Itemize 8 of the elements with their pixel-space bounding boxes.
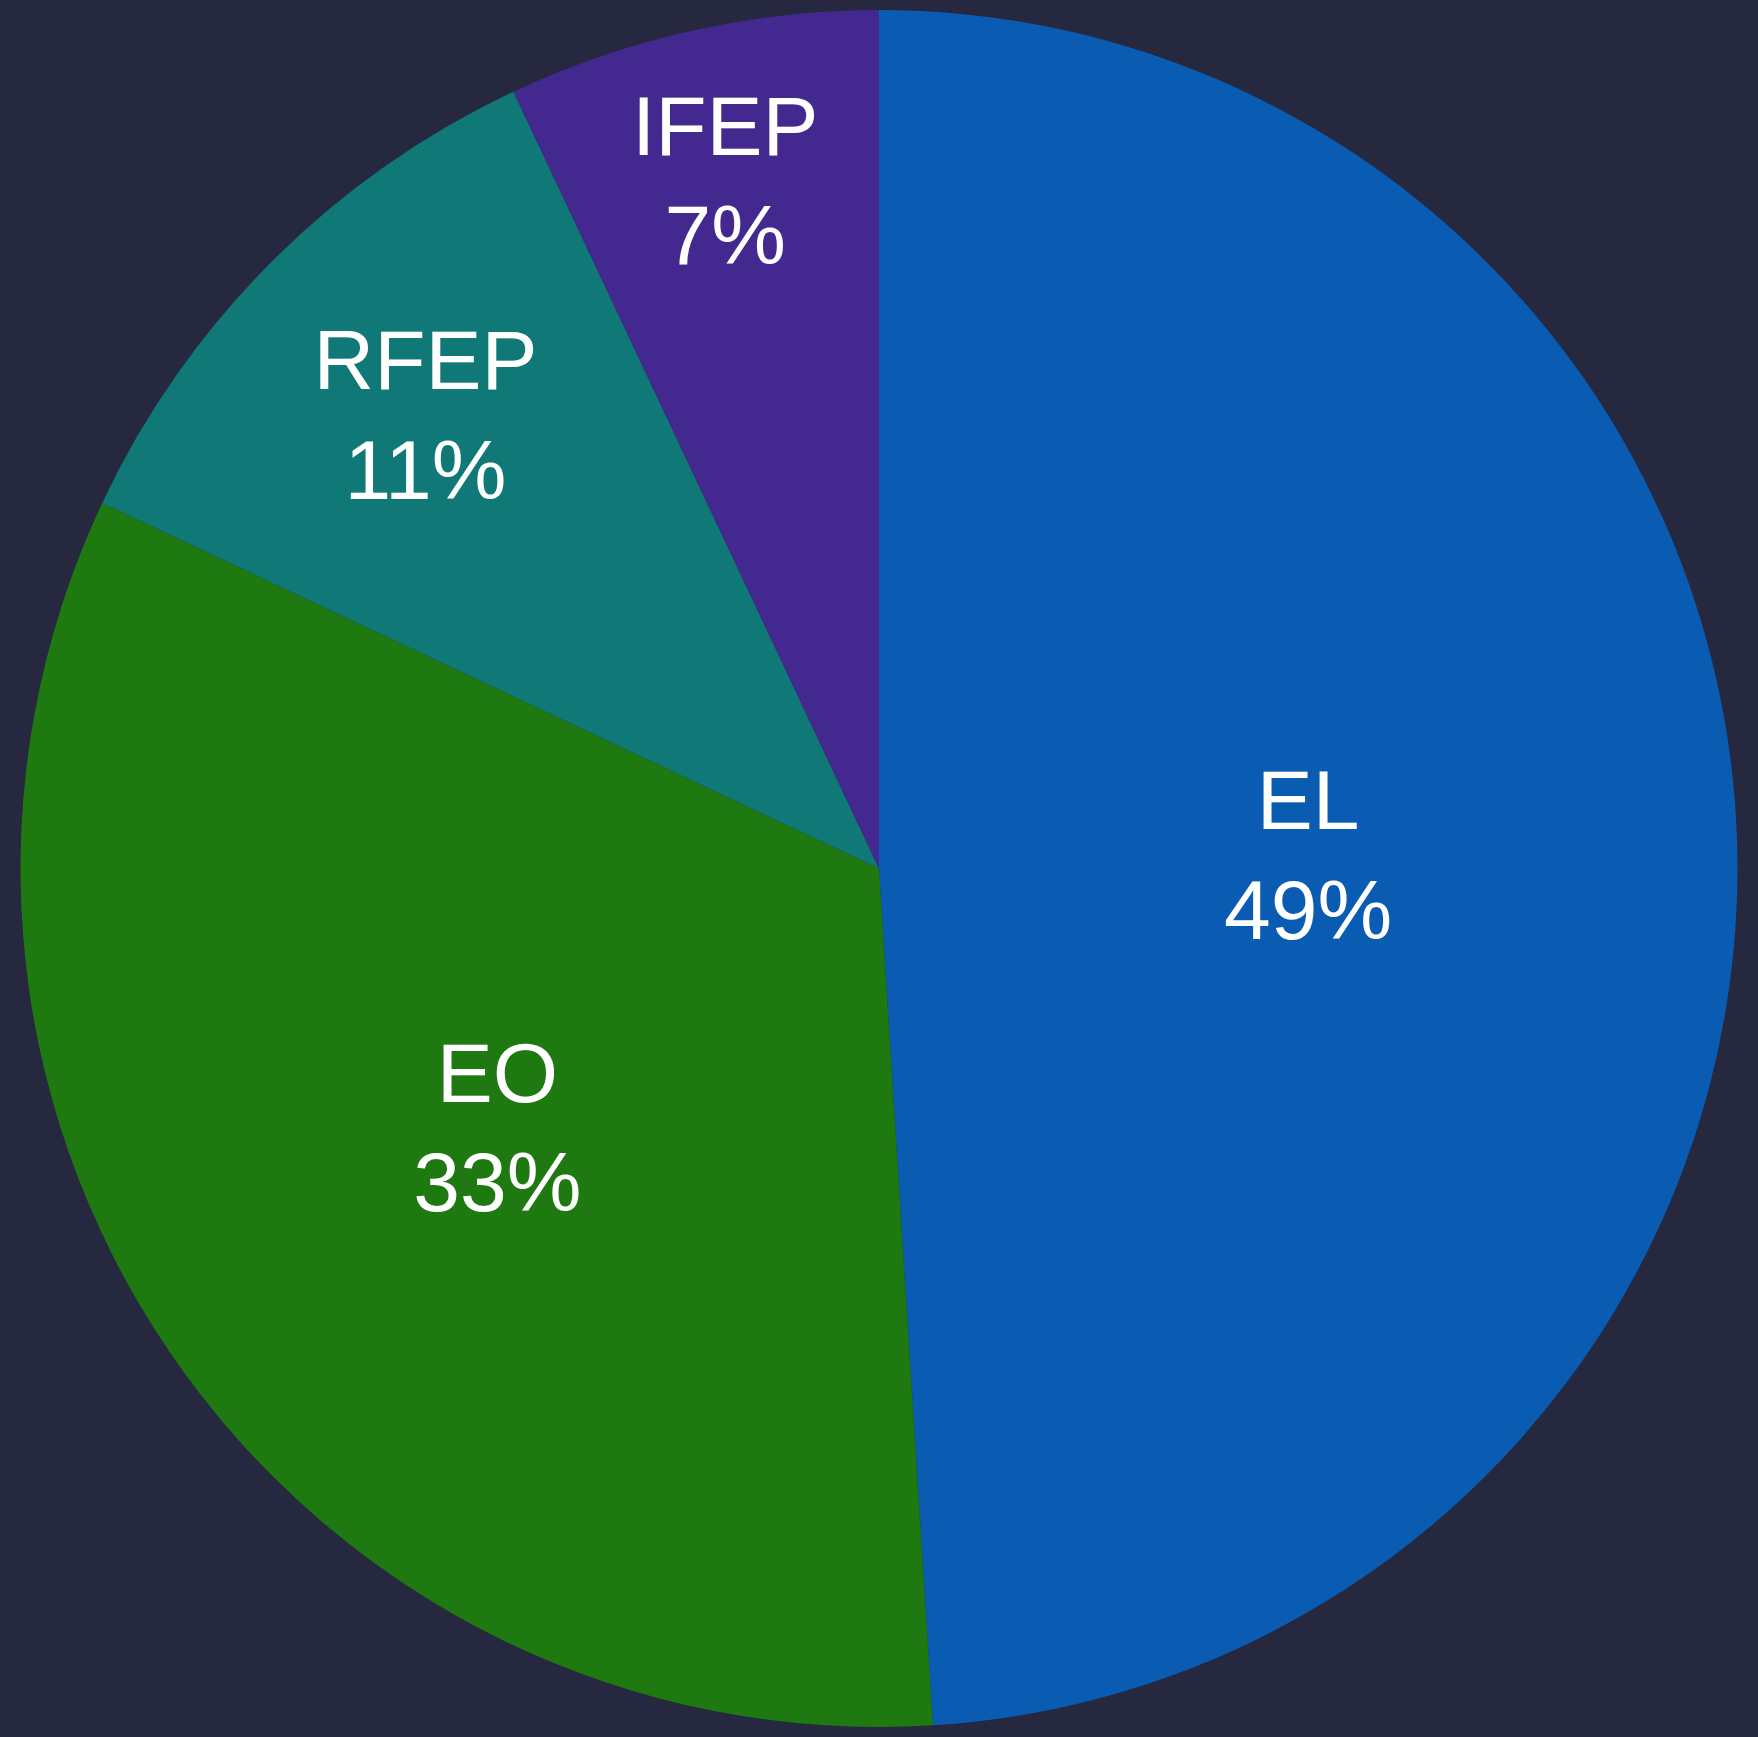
- data-label: 11%: [344, 422, 507, 517]
- data-label: 33%: [413, 1135, 582, 1230]
- slice-label: IFEP: [631, 79, 819, 174]
- data-label: 7%: [664, 188, 786, 283]
- data-label: 49%: [1224, 862, 1393, 957]
- slice-label: RFEP: [313, 313, 538, 408]
- slice-label: EO: [436, 1026, 559, 1121]
- slice-label: EL: [1256, 753, 1360, 848]
